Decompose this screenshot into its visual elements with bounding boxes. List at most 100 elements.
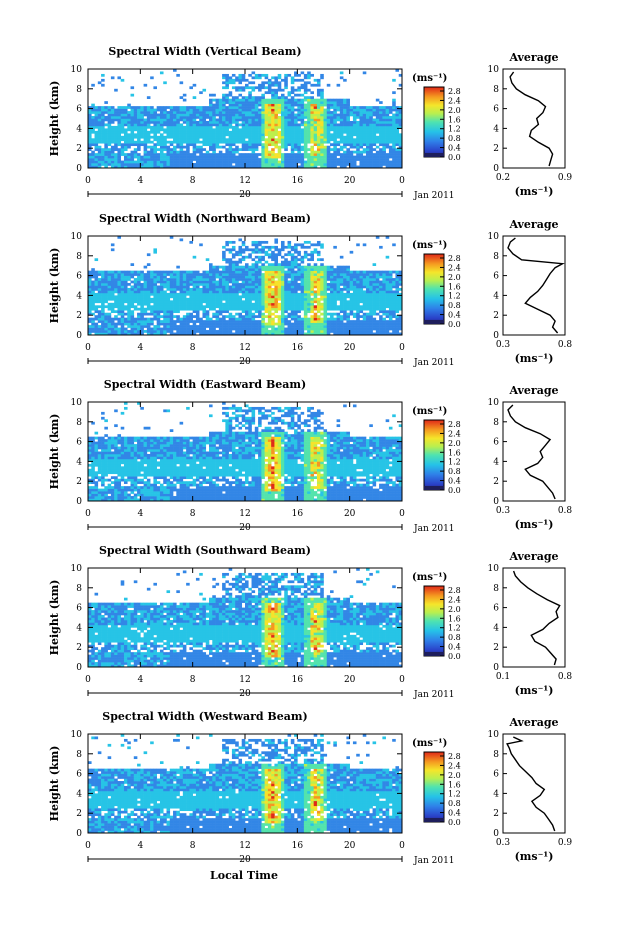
heatmap-cell (205, 130, 210, 134)
profile-x-label: (ms⁻¹) (515, 185, 554, 198)
heatmap-cell (209, 297, 213, 301)
heatmap-cell (372, 120, 377, 124)
heatmap-cell (209, 283, 213, 286)
heatmap-cell (264, 133, 269, 137)
heatmap-cell (359, 111, 364, 114)
heatmap-cell (137, 128, 141, 132)
heatmap-cell (284, 307, 288, 311)
heatmap-cell (264, 265, 269, 269)
heatmap-cell (212, 290, 216, 294)
heatmap-cell (163, 278, 167, 281)
heatmap-cell (189, 111, 193, 114)
heatmap-cell (104, 332, 108, 336)
heatmap-cell (379, 116, 383, 119)
heatmap-cell (280, 300, 285, 304)
heatmap-cell (392, 120, 396, 124)
heatmap-cell (267, 283, 272, 286)
heatmap-cell (186, 128, 190, 132)
heatmap-cell (290, 160, 295, 164)
heatmap-cell (215, 315, 220, 318)
heatmap-cell (107, 295, 112, 299)
heatmap-cell (218, 300, 223, 304)
heatmap-cell (280, 270, 285, 274)
heatmap-cell (290, 280, 295, 284)
heatmap-cell (339, 76, 344, 80)
heatmap-cell (231, 128, 236, 132)
heatmap-cell (91, 123, 95, 127)
heatmap-cell (366, 128, 370, 132)
heatmap-cell (284, 317, 288, 321)
heatmap-cell (297, 253, 301, 257)
heatmap-cell (176, 155, 180, 159)
heatmap-cell (339, 307, 344, 311)
heatmap-cell (114, 148, 118, 151)
heatmap-cell (156, 128, 161, 132)
heatmap-cell (248, 73, 252, 77)
heatmap-cell (303, 270, 308, 274)
heatmap-cell (248, 310, 252, 314)
heatmap-cell (297, 275, 301, 279)
heatmap-cell (313, 135, 318, 139)
heatmap-cell (137, 270, 141, 274)
heatmap-cell (369, 160, 373, 164)
heatmap-cell (326, 332, 331, 336)
heatmap-cell (320, 322, 324, 326)
heatmap-cell (294, 165, 298, 169)
heatmap-cell (330, 295, 334, 299)
heatmap-cell (261, 250, 265, 254)
heatmap-cell (284, 160, 288, 164)
heatmap-cell (382, 116, 386, 119)
heatmap-cell (320, 327, 324, 331)
heatmap-cell (173, 297, 177, 301)
heatmap-cell (245, 108, 249, 112)
heatmap-cell (176, 310, 180, 314)
heatmap-cell (140, 125, 144, 129)
heatmap-cell (166, 163, 171, 166)
heatmap-cell (300, 258, 305, 262)
heatmap-cell (395, 116, 400, 119)
heatmap-cell (104, 325, 108, 328)
heatmap-cell (205, 297, 210, 301)
heatmap-cell (251, 332, 256, 336)
heatmap-cell (326, 317, 331, 321)
heatmap-cell (251, 153, 256, 156)
heatmap-cell (228, 325, 233, 328)
heatmap-cell (245, 128, 249, 132)
heatmap-cell (189, 305, 193, 309)
heatmap-cell (264, 86, 269, 90)
heatmap-cell (339, 125, 344, 129)
heatmap-cell (320, 305, 324, 309)
heatmap-cell (231, 322, 236, 326)
heatmap-cell (176, 275, 180, 279)
heatmap-cell (235, 150, 239, 154)
heatmap-cell (225, 113, 229, 117)
heatmap-cell (333, 163, 337, 166)
heatmap-cell (140, 111, 144, 114)
heatmap-cell (254, 322, 259, 326)
heatmap-cell (294, 148, 298, 151)
heatmap-cell (137, 295, 141, 299)
heatmap-cell (294, 153, 298, 156)
heatmap-cell (235, 133, 239, 137)
heatmap-cell (300, 128, 305, 132)
heatmap-cell (258, 160, 262, 164)
heatmap-cell (94, 138, 99, 142)
heatmap-cell (290, 96, 295, 99)
heatmap-cell (359, 292, 364, 296)
heatmap-cell (375, 130, 380, 134)
heatmap-cell (205, 128, 210, 132)
heatmap-cell (209, 280, 213, 284)
heatmap-cell (114, 160, 118, 164)
heatmap-cell (169, 322, 174, 326)
heatmap-cell (97, 310, 102, 314)
heatmap-cell (258, 273, 262, 276)
heatmap-cell (173, 310, 177, 314)
heatmap-cell (107, 292, 112, 296)
heatmap-cell (153, 143, 157, 147)
heatmap-cell (209, 111, 213, 114)
heatmap-cell (326, 130, 331, 134)
heatmap-cell (228, 297, 233, 301)
heatmap-cell (372, 135, 377, 139)
heatmap-cell (179, 320, 184, 323)
heatmap-cell (163, 153, 167, 156)
